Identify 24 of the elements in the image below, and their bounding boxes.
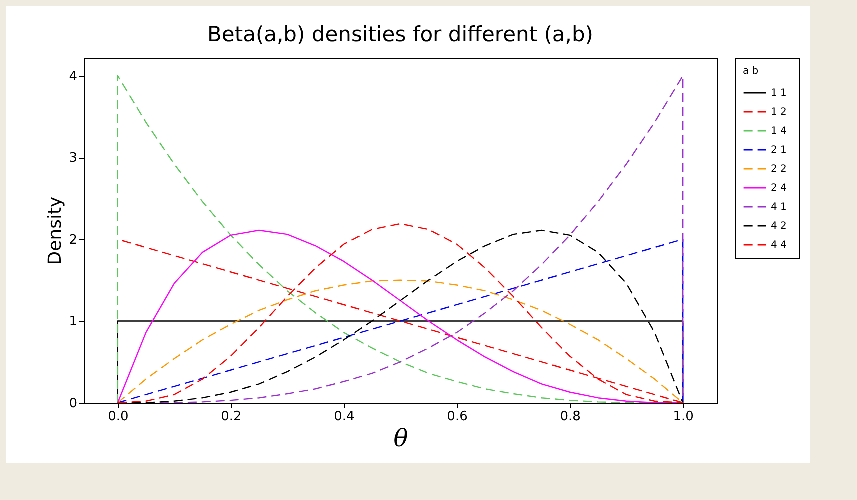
- legend-label: 1 1: [771, 88, 787, 99]
- x-axis-title: θ: [394, 424, 409, 452]
- legend-label: 2 4: [771, 183, 787, 194]
- legend-label: 1 4: [771, 126, 787, 137]
- legend-label: 4 2: [771, 221, 787, 232]
- legend-title: a b: [743, 66, 759, 77]
- legend-label: 4 1: [771, 202, 787, 213]
- y-axis-title: Density: [45, 196, 66, 266]
- x-tick-label: 0.8: [560, 410, 581, 424]
- x-tick-label: 1.0: [673, 410, 694, 424]
- chart-title: Beta(a,b) densities for different (a,b): [208, 22, 594, 46]
- legend-label: 2 1: [771, 145, 787, 156]
- y-tick-label: 2: [69, 232, 78, 248]
- y-tick-label: 3: [69, 151, 78, 166]
- legend-label: 4 4: [771, 240, 787, 251]
- y-tick-label: 0: [69, 396, 78, 412]
- x-tick-label: 0.4: [334, 410, 355, 424]
- x-tick-label: 0.6: [447, 410, 468, 424]
- legend-label: 2 2: [771, 164, 787, 175]
- legend-label: 1 2: [771, 107, 787, 118]
- y-tick-label: 4: [69, 69, 78, 84]
- y-tick-label: 1: [69, 314, 78, 330]
- x-tick-label: 0.2: [221, 410, 242, 424]
- x-tick-label: 0.0: [108, 410, 129, 424]
